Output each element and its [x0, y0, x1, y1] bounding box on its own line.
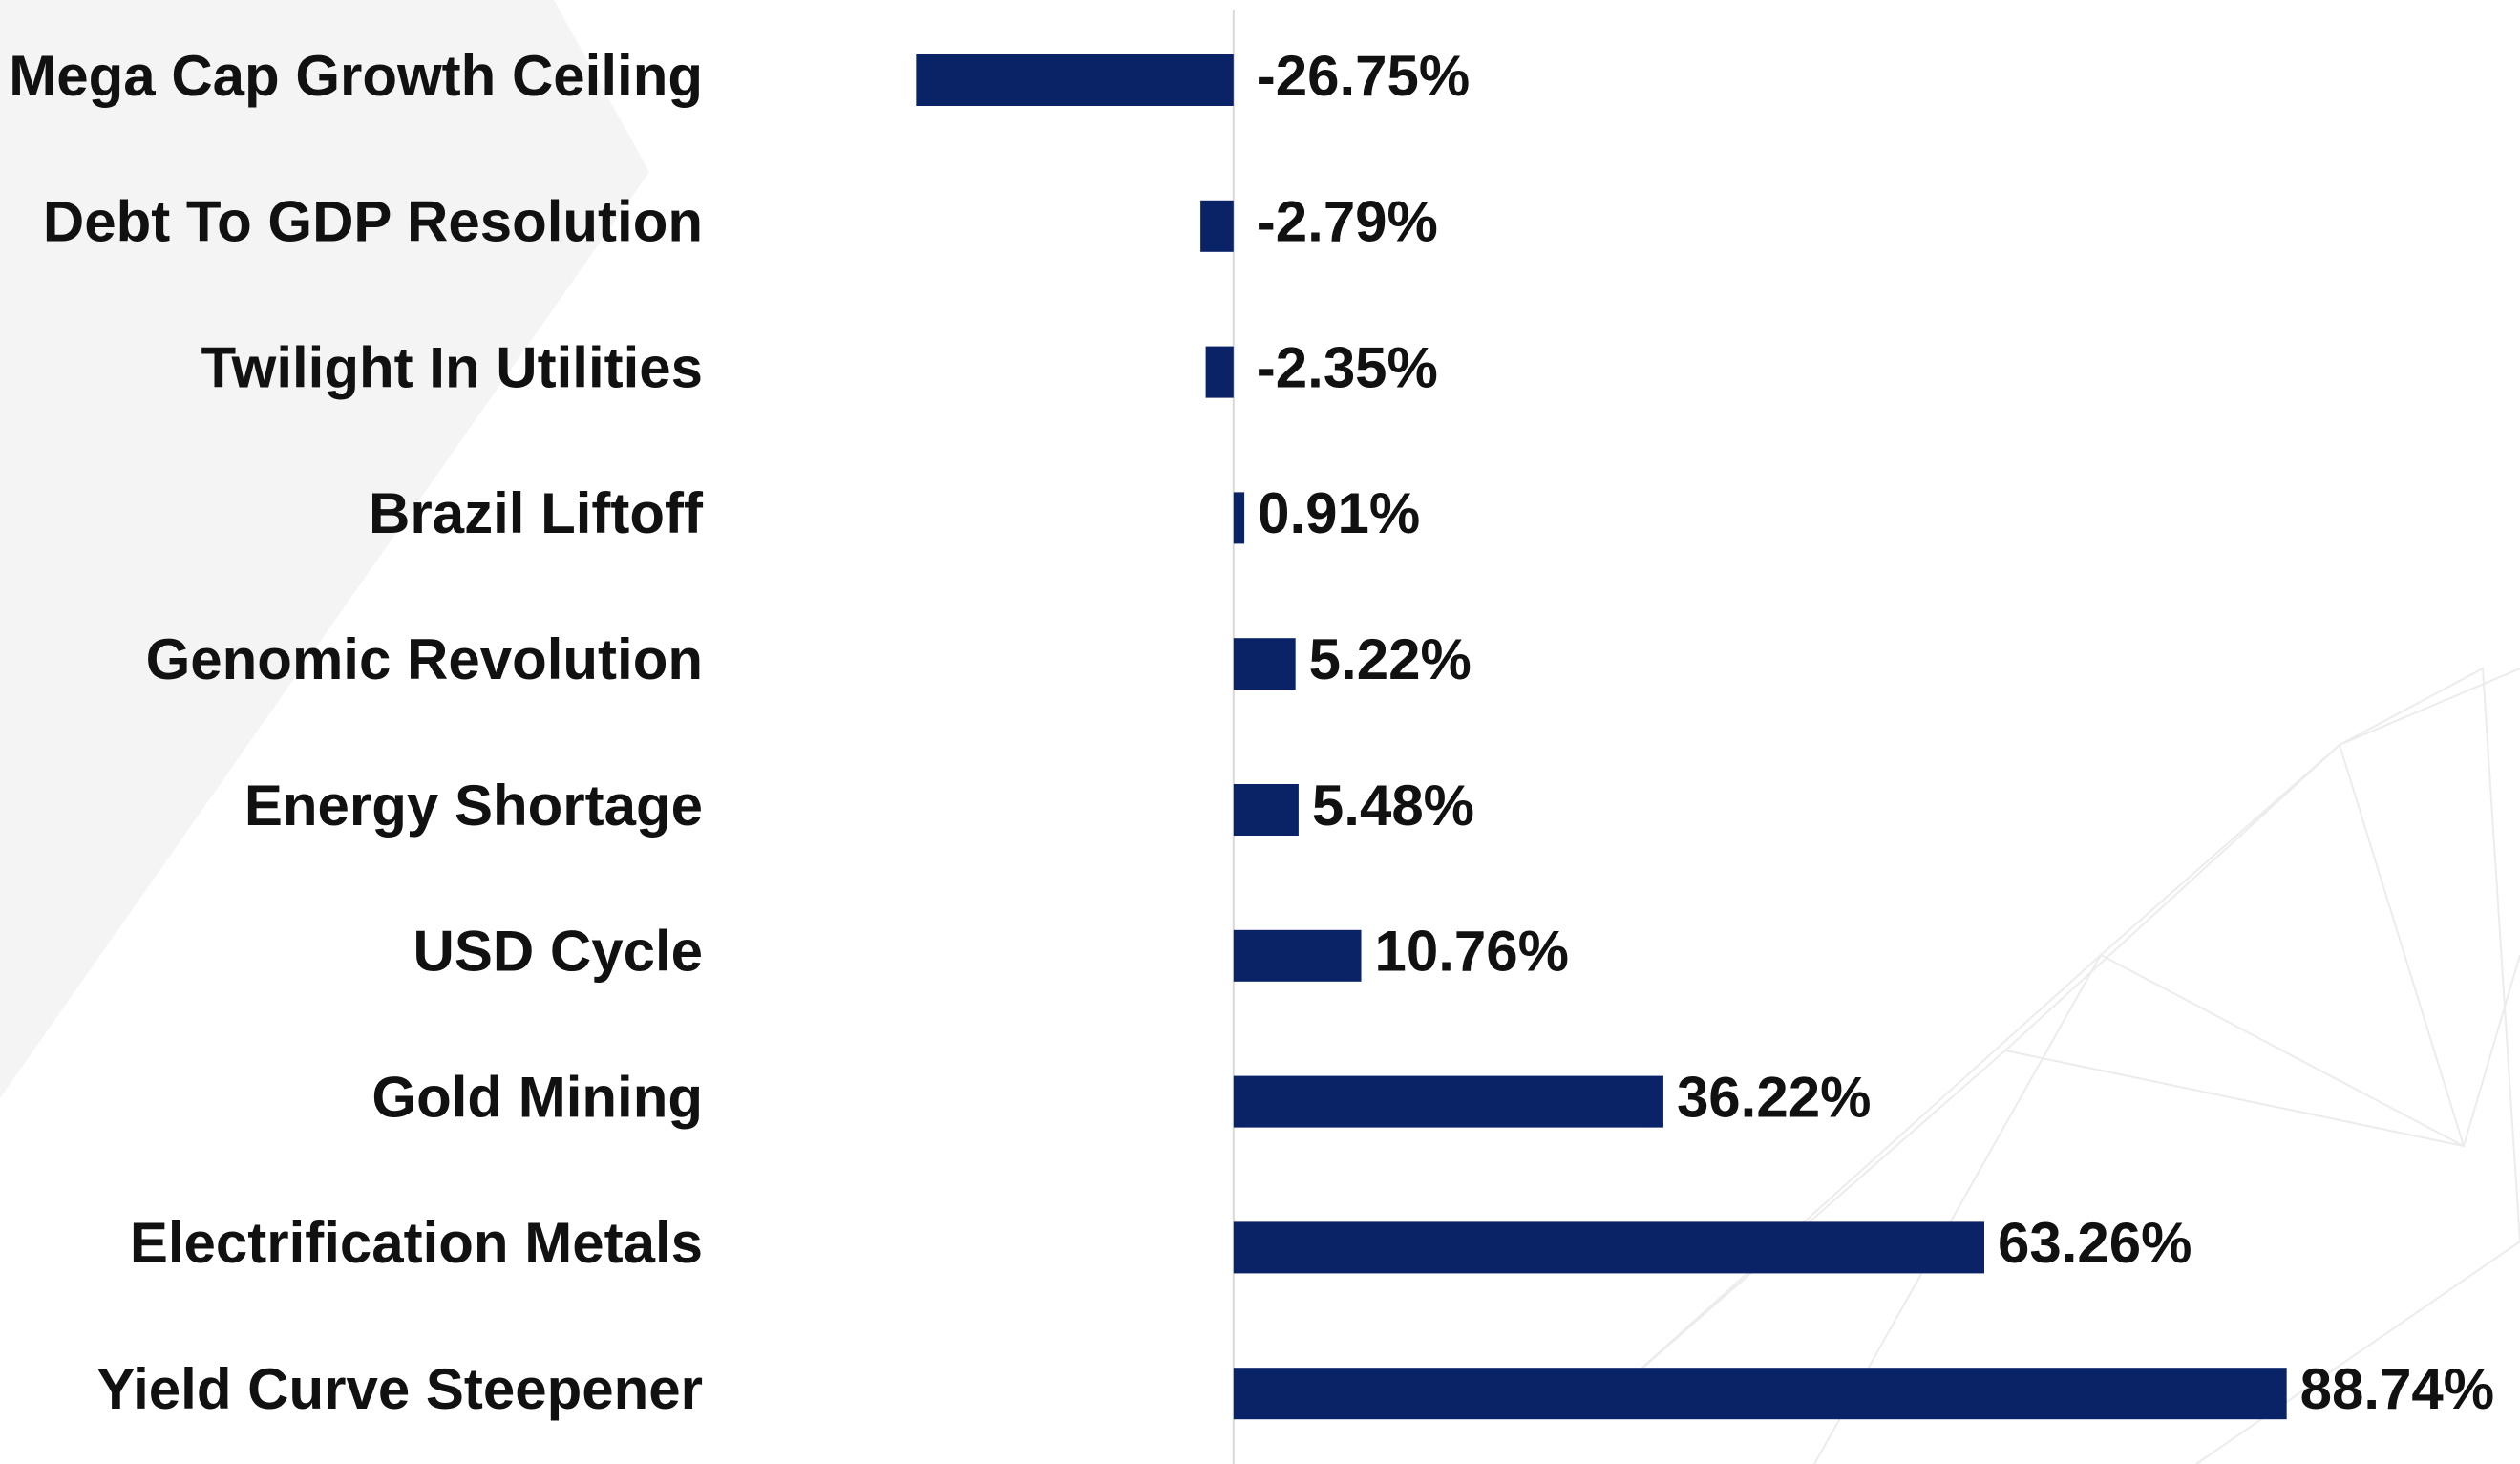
bar	[1233, 1221, 1984, 1274]
value-label: 5.48%	[1312, 774, 1474, 838]
bar	[916, 54, 1234, 106]
y-tick-label: Genomic Revolution	[146, 627, 703, 691]
y-tick-label: Brazil Liftoff	[369, 481, 704, 545]
background-network	[1622, 667, 2520, 1464]
bar	[1200, 200, 1234, 252]
value-label: -26.75%	[1257, 44, 1470, 108]
bar	[1233, 784, 1299, 836]
y-tick-label: Mega Cap Growth Ceiling	[9, 44, 703, 108]
value-label: 36.22%	[1677, 1065, 1872, 1129]
value-label: 10.76%	[1375, 920, 1570, 984]
bar	[1233, 1075, 1663, 1128]
value-label: 0.91%	[1258, 481, 1420, 545]
y-tick-label: Energy Shortage	[244, 774, 703, 838]
y-tick-label: Electrification Metals	[130, 1211, 703, 1275]
bar	[1233, 638, 1296, 690]
value-label: -2.35%	[1257, 335, 1438, 399]
y-tick-label: Debt To GDP Resolution	[43, 190, 703, 254]
y-tick-label: Twilight In Utilities	[201, 335, 703, 399]
y-tick-label: Yield Curve Steepener	[96, 1357, 703, 1421]
bar	[1233, 492, 1245, 544]
value-label: 5.22%	[1309, 627, 1472, 691]
y-tick-label: Gold Mining	[371, 1065, 703, 1129]
bar	[1233, 929, 1362, 982]
value-label: -2.79%	[1257, 190, 1438, 254]
value-label: 63.26%	[1998, 1211, 2192, 1275]
value-label: 88.74%	[2300, 1357, 2495, 1421]
bar	[1205, 346, 1234, 398]
y-tick-label: USD Cycle	[413, 920, 703, 984]
background-shape	[0, 0, 649, 1098]
bar	[1233, 1368, 2287, 1420]
